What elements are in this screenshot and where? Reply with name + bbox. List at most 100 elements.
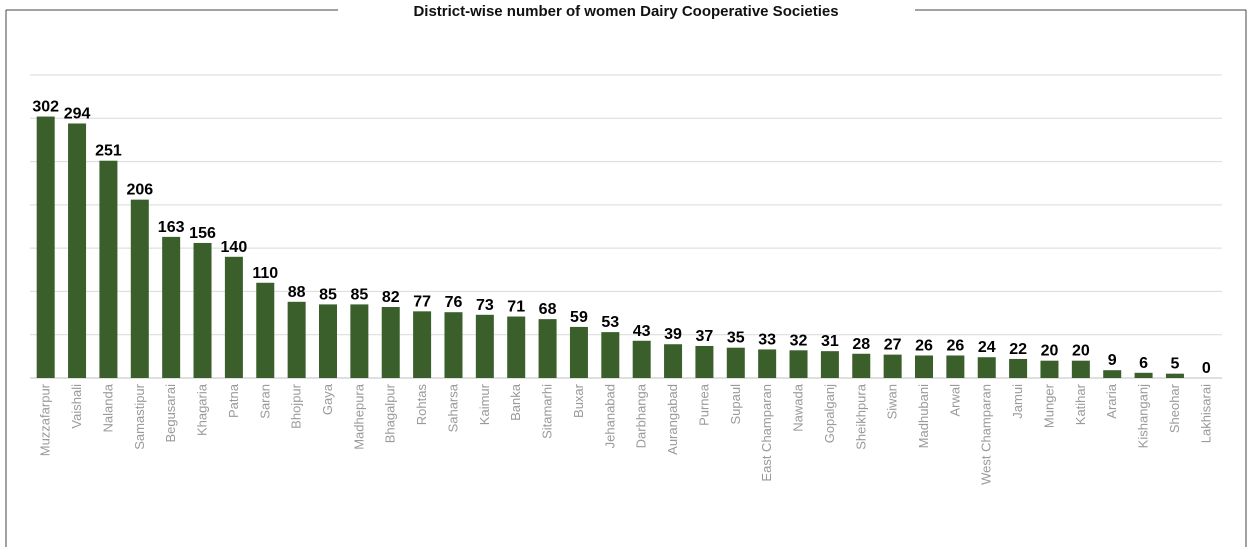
category-label: Buxar — [571, 383, 586, 418]
category-label: Banka — [508, 383, 523, 421]
value-label: 53 — [601, 314, 619, 331]
category-label: Patna — [226, 383, 241, 418]
category-label: Samastipur — [132, 383, 147, 449]
bar — [507, 316, 526, 378]
bar — [287, 301, 306, 378]
category-label: Bhagalpur — [383, 383, 398, 443]
value-label: 32 — [790, 332, 808, 349]
value-label: 20 — [1041, 343, 1059, 360]
bar — [664, 344, 683, 378]
value-label: 6 — [1139, 355, 1148, 372]
value-label: 68 — [539, 301, 557, 318]
category-label: Sheohar — [1167, 383, 1182, 433]
bar — [726, 347, 745, 378]
bar — [758, 349, 777, 378]
value-label: 39 — [664, 326, 682, 343]
value-label: 27 — [884, 337, 902, 354]
bar — [319, 304, 337, 378]
bar — [852, 353, 871, 378]
bar — [1103, 370, 1122, 378]
category-label: Purnea — [696, 383, 711, 426]
category-label: East Champaran — [759, 384, 774, 482]
value-label: 26 — [946, 337, 964, 354]
bar — [789, 350, 808, 378]
category-label: West Champaran — [979, 384, 994, 485]
chart-frame — [5, 9, 1247, 547]
value-label: 9 — [1108, 352, 1117, 369]
bar — [1134, 372, 1153, 378]
category-label: Katihar — [1073, 383, 1088, 425]
category-label: Jamui — [1010, 384, 1025, 419]
value-label: 24 — [978, 339, 996, 356]
value-label: 82 — [382, 289, 400, 306]
bar — [36, 116, 55, 378]
category-label: Sheikhpura — [853, 383, 868, 450]
bars — [36, 116, 1184, 378]
value-label: 26 — [915, 337, 933, 354]
value-label: 43 — [633, 323, 651, 340]
bar — [1040, 360, 1059, 378]
value-label: 59 — [570, 309, 588, 326]
category-label: Bhojpur — [289, 383, 304, 428]
bar — [1071, 360, 1090, 378]
value-label: 140 — [221, 239, 248, 256]
bar — [1009, 358, 1028, 378]
value-label: 302 — [32, 99, 59, 116]
bar — [381, 307, 400, 378]
value-label: 33 — [758, 331, 776, 348]
bar — [915, 355, 933, 378]
value-label: 251 — [95, 143, 122, 160]
bar — [350, 304, 369, 378]
bar — [413, 311, 432, 378]
value-label: 28 — [852, 336, 870, 353]
category-label: Siwan — [885, 384, 900, 419]
category-label: Vaishali — [69, 384, 84, 429]
category-label: Darbhanga — [634, 383, 649, 448]
bar — [977, 357, 996, 378]
bar — [475, 314, 494, 378]
category-label: Rohtas — [414, 384, 429, 426]
value-label: 88 — [288, 284, 306, 301]
category-label: Begusarai — [163, 384, 178, 443]
value-label: 0 — [1202, 360, 1211, 377]
category-label: Arwal — [947, 384, 962, 417]
value-label: 76 — [445, 294, 463, 311]
category-label: Nalanda — [100, 383, 115, 432]
category-label: Aurangabad — [665, 384, 680, 455]
bar — [632, 340, 651, 378]
bar — [99, 160, 118, 378]
chart-title: District-wise number of women Dairy Coop… — [413, 3, 838, 20]
value-label: 37 — [696, 328, 714, 345]
bar — [256, 282, 275, 378]
value-label: 5 — [1170, 356, 1179, 373]
value-label: 163 — [158, 219, 185, 236]
value-label: 85 — [350, 286, 368, 303]
value-label: 110 — [252, 265, 278, 282]
value-label: 73 — [476, 297, 494, 314]
value-label: 35 — [727, 330, 745, 347]
category-label: Nawada — [791, 383, 806, 431]
value-label: 294 — [64, 105, 91, 122]
category-label: Supaul — [728, 384, 743, 425]
bar — [946, 355, 965, 378]
bar — [444, 312, 463, 378]
category-label: Munger — [1041, 383, 1056, 428]
category-label: Saharsa — [445, 383, 460, 432]
bar — [130, 199, 149, 378]
category-label: Lakhisarai — [1198, 384, 1213, 443]
bar — [601, 332, 620, 378]
value-label: 156 — [189, 225, 216, 242]
category-label: Saran — [257, 384, 272, 419]
value-label: 22 — [1009, 341, 1027, 358]
value-label: 85 — [319, 286, 337, 303]
bar — [820, 351, 839, 378]
category-label: Gopalganj — [822, 384, 837, 443]
bar — [538, 319, 557, 378]
category-label: Sitamarhi — [540, 384, 555, 439]
bar — [224, 256, 243, 378]
category-label: Gaya — [320, 383, 335, 415]
value-label: 71 — [507, 299, 525, 316]
